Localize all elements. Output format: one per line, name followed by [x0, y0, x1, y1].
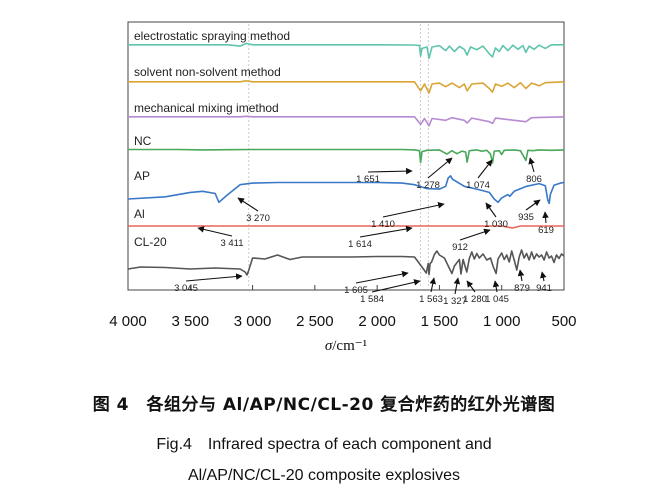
annotation-arrow	[492, 280, 500, 293]
x-axis-unit: cm⁻¹	[336, 338, 367, 354]
annotation-label: 1 030	[484, 219, 508, 230]
x-tick-label: 2 000	[358, 313, 396, 330]
annotation-label: 1 327	[443, 296, 467, 307]
annotation-arrow	[459, 228, 491, 241]
peak-annotation: 3 270	[237, 197, 270, 224]
annotation-label: 879	[514, 283, 530, 294]
annotation-label: 1 045	[485, 294, 509, 305]
peak-annotation: 941	[536, 271, 552, 294]
x-tick-label: 1 000	[483, 313, 521, 330]
annotation-arrow	[197, 226, 233, 237]
series-labels: electrostatic spraying method solvent non…	[134, 29, 290, 249]
annotation-arrow	[429, 277, 436, 293]
annotation-arrow	[359, 225, 413, 238]
x-tick-label: 3 500	[172, 313, 210, 330]
peak-annotation: 1 280	[463, 280, 487, 305]
annotation-arrow	[517, 269, 525, 282]
annotation-label: 1 278	[416, 180, 440, 191]
peak-annotation: 1 605	[344, 270, 409, 296]
annotation-arrow	[371, 279, 421, 293]
annotation-label: 1 410	[371, 219, 395, 230]
annotation-arrow	[382, 202, 445, 218]
x-tick-label: 2 500	[296, 313, 334, 330]
x-tick-label: 1 500	[421, 313, 459, 330]
peak-annotation: 1 045	[485, 280, 509, 305]
peak-annotation: 912	[452, 228, 491, 253]
x-axis: 4 000 3 500 3 000 2 500 2 000 1 500 1 000 500	[109, 285, 577, 330]
annotation-label: 912	[452, 242, 468, 253]
annotation-label: 806	[526, 174, 542, 185]
peak-annotation: 1 563	[419, 277, 443, 305]
annotation-arrow	[237, 197, 259, 212]
x-tick-label: 4 000	[109, 313, 147, 330]
annotation-arrow	[477, 159, 493, 179]
peak-annotation: 1 584	[360, 279, 421, 305]
peak-annotation: 3 045	[174, 273, 243, 294]
annotation-label: 3 411	[220, 238, 243, 249]
peak-annotation: 1 410	[371, 202, 445, 230]
plot-frame	[127, 21, 565, 291]
peak-annotations: 1 651 1 278 1 074 806 3 270 1 410 1 030 935 619 3…	[174, 157, 554, 307]
annotation-arrow	[355, 270, 409, 284]
annotation-arrow	[427, 157, 453, 179]
annotation-arrow	[185, 273, 243, 282]
peak-annotation: 1 614	[348, 225, 413, 250]
series-label-al: Al	[134, 207, 145, 221]
x-tick-label: 3 000	[234, 313, 272, 330]
annotation-arrow	[453, 277, 461, 295]
x-axis-label: σ/cm⁻¹	[325, 338, 367, 354]
annotation-label: 1 563	[419, 294, 443, 305]
annotation-label: 3 270	[246, 213, 270, 224]
annotation-arrow	[540, 271, 547, 282]
peak-annotation: 806	[526, 157, 542, 185]
peak-annotation: 935	[518, 199, 541, 223]
series-line-solvent-non-solvent-method	[128, 80, 565, 94]
peak-annotation: 1 327	[443, 277, 467, 307]
annotation-arrow	[528, 157, 535, 173]
series-line-ap	[127, 175, 565, 205]
peak-annotation: 3 411	[197, 226, 244, 249]
x-axis-symbol: σ	[325, 338, 333, 354]
series-label-ap: AP	[134, 169, 150, 183]
reference-lines	[248, 24, 429, 288]
series-line-mechanical-mixing-imethod	[128, 115, 565, 127]
series-line-cl-20	[127, 249, 565, 276]
series-label-mechanical-mixing-imethod: mechanical mixing imethod	[134, 101, 279, 115]
peak-annotation: 1 278	[416, 157, 453, 191]
annotation-label: 1 074	[466, 180, 490, 191]
annotation-arrow	[525, 199, 541, 211]
annotation-arrow	[466, 280, 476, 293]
peak-annotation: 619	[538, 211, 554, 236]
annotation-label: 3 045	[174, 283, 198, 294]
annotation-arrow	[542, 211, 549, 224]
figure-caption-chinese: 图 4 各组分与 Al/AP/NC/CL-20 复合炸药的红外光谱图	[92, 395, 556, 415]
figure-caption-english-line1: Fig.4 Infrared spectra of each component…	[156, 436, 492, 453]
annotation-label: 619	[538, 225, 554, 236]
peak-annotation: 1 030	[484, 202, 508, 230]
x-axis-separator: /	[332, 338, 337, 354]
annotation-label: 1 614	[348, 239, 372, 250]
annotation-arrow	[367, 167, 413, 175]
series-label-nc: NC	[134, 134, 152, 148]
peak-annotation: 1 651	[356, 167, 413, 185]
series-label-electrostatic-spraying-method: electrostatic spraying method	[134, 29, 290, 43]
annotation-label: 1 584	[360, 294, 384, 305]
figure-caption-english-line2: Al/AP/NC/CL-20 composite explosives	[187, 467, 461, 484]
series-label-cl-20: CL-20	[134, 235, 167, 249]
series-line-electrostatic-spraying-method	[128, 42, 564, 60]
annotation-label: 1 651	[356, 174, 380, 185]
annotation-label: 935	[518, 212, 534, 223]
annotation-arrow	[485, 202, 497, 218]
annotation-label: 1 605	[344, 285, 368, 296]
series-label-solvent-non-solvent-method: solvent non-solvent method	[134, 65, 281, 79]
peak-annotation: 1 074	[466, 159, 493, 191]
peak-annotation: 879	[514, 269, 530, 294]
spectra-series	[127, 42, 565, 276]
series-line-nc	[128, 148, 565, 164]
ir-spectra-chart: electrostatic spraying method solvent non…	[109, 21, 577, 354]
annotation-label: 941	[536, 283, 552, 294]
x-tick-label: 500	[551, 313, 576, 330]
series-line-al	[128, 225, 564, 229]
annotation-label: 1 280	[463, 294, 487, 305]
